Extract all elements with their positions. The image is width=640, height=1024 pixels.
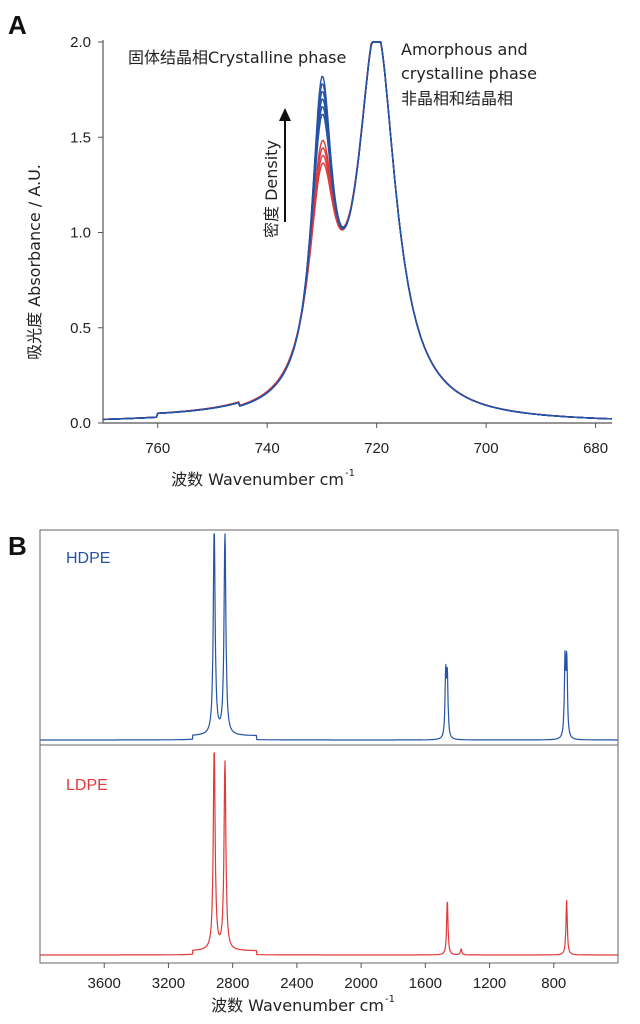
chart-b-x-tick-label: 800 xyxy=(541,975,566,992)
chart-b: 3600 3200 2800 2400 2000 1600 1200 800 HDPE LDP… xyxy=(39,529,619,1015)
density-arrowhead-icon xyxy=(279,108,291,121)
chart-a-series-line xyxy=(103,41,612,420)
chart-b-x-tick-label: 3600 xyxy=(88,975,121,992)
annotation-amorphous-line1: Amorphous and xyxy=(401,40,528,59)
chart-b-x-tick-label: 3200 xyxy=(152,975,185,992)
annotation-density: 密度 Density xyxy=(262,140,281,238)
panel-a-letter: A xyxy=(8,10,27,40)
chart-b-series-line-hdpe xyxy=(39,533,619,741)
chart-a-x-tick-label: 760 xyxy=(145,440,170,457)
chart-a-xlabel-superscript: -1 xyxy=(345,468,355,479)
chart-b-series-line-ldpe xyxy=(39,752,619,956)
chart-a-ylabel: 吸光度 Absorbance / A.U. xyxy=(25,164,44,360)
annotation-amorphous-line3: 非晶相和结晶相 xyxy=(401,89,513,108)
chart-b-x-tick-label: 1200 xyxy=(473,975,506,992)
series-label-hdpe: HDPE xyxy=(66,550,110,567)
chart-a-series-line xyxy=(103,41,613,421)
chart-a-series-line xyxy=(103,41,612,420)
chart-a-x-tick-label: 680 xyxy=(583,440,608,457)
chart-a-x-tick-label: 740 xyxy=(255,440,280,457)
annotation-amorphous-line2: crystalline phase xyxy=(401,64,537,83)
chart-b-x-tick-label: 2400 xyxy=(280,975,313,992)
chart-a-series-line xyxy=(102,41,613,421)
chart-a-series-line xyxy=(103,41,613,421)
chart-a-x-tick-label: 720 xyxy=(364,440,389,457)
chart-b-frame xyxy=(39,529,619,964)
chart-b-series xyxy=(39,533,619,956)
chart-a-y-tick-label: 1.0 xyxy=(70,225,91,242)
chart-a-series-line xyxy=(103,41,612,420)
chart-a: 760 740 720 700 680 0.0 0.5 1.0 1.5 2.0 固体结晶相Crys… xyxy=(25,34,613,489)
chart-a-series xyxy=(102,41,613,421)
chart-b-x-tick-label: 2000 xyxy=(344,975,377,992)
chart-a-series-line xyxy=(103,41,612,420)
chart-a-series-line xyxy=(103,41,613,421)
chart-a-y-tick-label: 2.0 xyxy=(70,34,91,51)
chart-b-x-tick-label: 1600 xyxy=(409,975,442,992)
chart-a-y-tick-label: 1.5 xyxy=(70,129,91,146)
chart-b-xlabel-superscript: -1 xyxy=(385,994,395,1005)
chart-b-xlabel: 波数 Wavenumber cm xyxy=(211,996,384,1015)
chart-a-y-tick-label: 0.5 xyxy=(70,320,91,337)
chart-b-x-tick-label: 2800 xyxy=(216,975,249,992)
chart-a-series-line xyxy=(103,41,613,421)
series-label-ldpe: LDPE xyxy=(66,777,108,794)
chart-a-xlabel: 波数 Wavenumber cm xyxy=(171,470,344,489)
annotation-crystalline-phase: 固体结晶相Crystalline phase xyxy=(128,48,346,67)
chart-a-series-line xyxy=(103,41,613,421)
panel-b-letter: B xyxy=(8,531,27,561)
chart-a-y-tick-label: 0.0 xyxy=(70,415,91,432)
chart-a-x-tick-label: 700 xyxy=(474,440,499,457)
